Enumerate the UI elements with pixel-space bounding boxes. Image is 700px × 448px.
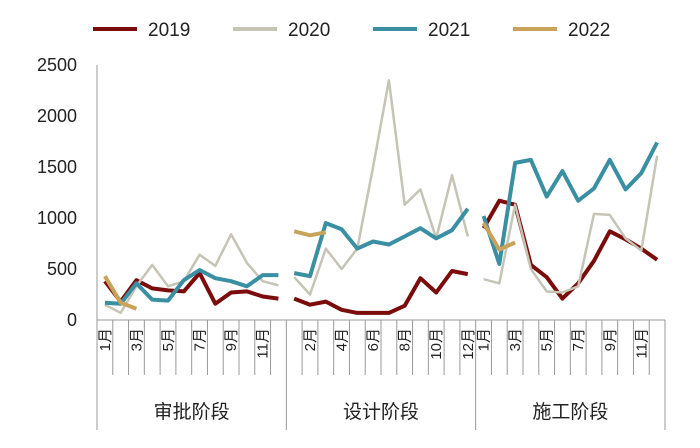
series-2021-line bbox=[104, 268, 279, 306]
x-tick-label: 7月 bbox=[192, 328, 209, 351]
x-tick-label: 10月 bbox=[428, 328, 445, 360]
x-tick-label: 3月 bbox=[128, 328, 145, 351]
series-2019-line bbox=[293, 269, 469, 315]
x-tick-label: 11月 bbox=[633, 328, 650, 359]
x-tick-label: 9月 bbox=[602, 328, 619, 351]
series-2021-line bbox=[481, 141, 659, 266]
y-tick-label: 0 bbox=[67, 310, 77, 330]
x-tick-label: 2月 bbox=[302, 328, 319, 351]
x-tick-label: 3月 bbox=[507, 328, 524, 351]
series-2020-line bbox=[483, 155, 659, 294]
y-tick-label: 2500 bbox=[37, 55, 77, 75]
group-label: 审批阶段 bbox=[154, 401, 230, 423]
y-tick-label: 1000 bbox=[37, 208, 77, 228]
series-2019-line bbox=[481, 198, 659, 301]
x-tick-label: 6月 bbox=[365, 328, 382, 351]
x-tick-label: 12月 bbox=[460, 328, 477, 360]
x-tick-label: 11月 bbox=[255, 328, 272, 359]
y-tick-label: 2000 bbox=[37, 106, 77, 126]
x-tick-label: 4月 bbox=[334, 328, 351, 351]
legend-label: 2022 bbox=[568, 20, 610, 41]
x-tick-label: 5月 bbox=[160, 328, 177, 351]
legend-label: 2021 bbox=[428, 20, 470, 41]
series-2020-line bbox=[104, 233, 279, 315]
x-tick-label: 1月 bbox=[97, 328, 114, 351]
group-label: 施工阶段 bbox=[532, 401, 608, 423]
legend-label: 2020 bbox=[288, 20, 330, 41]
group-label: 设计阶段 bbox=[343, 401, 419, 423]
series-2022-line bbox=[103, 275, 138, 311]
x-tick-label: 9月 bbox=[223, 328, 240, 351]
series-2022-line bbox=[481, 222, 516, 252]
y-tick-label: 1500 bbox=[37, 157, 77, 177]
x-tick-label: 1月 bbox=[476, 328, 493, 351]
legend-label: 2019 bbox=[148, 20, 190, 41]
y-tick-label: 500 bbox=[47, 259, 77, 279]
x-tick-label: 7月 bbox=[570, 328, 587, 351]
x-tick-label: 5月 bbox=[539, 328, 556, 351]
series-2022-line bbox=[293, 229, 327, 238]
series-2020-line bbox=[293, 79, 470, 296]
x-tick-label: 8月 bbox=[397, 328, 414, 351]
